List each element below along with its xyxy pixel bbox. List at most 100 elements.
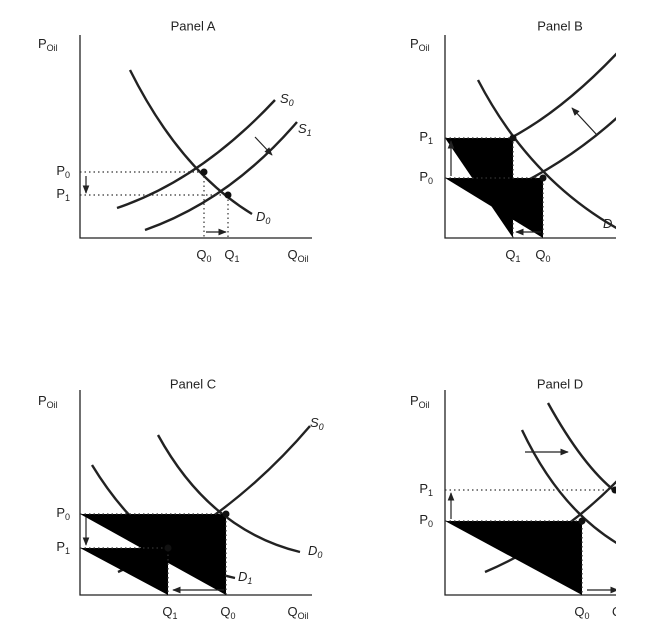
axis-label: Q0 (196, 247, 211, 264)
label-main: S (280, 91, 289, 106)
label-sub: 0 (265, 216, 270, 226)
label-main: P (419, 512, 428, 527)
axis-label: POil (38, 36, 58, 53)
label-sub: 1 (307, 128, 312, 138)
axis-label: Q (612, 604, 622, 619)
label-sub: 0 (317, 550, 322, 560)
label-sub: 1 (516, 254, 521, 264)
label-sub: 1 (173, 611, 178, 621)
axis-label: D0 (308, 543, 322, 560)
label-main: Q (505, 247, 515, 262)
guide-line (445, 177, 544, 238)
axis-label: QOil (287, 247, 308, 264)
axis-label: P1 (56, 186, 70, 203)
demand-curve (128, 69, 253, 216)
label-main: D (238, 569, 247, 584)
axis-label: Q1 (505, 247, 520, 264)
axis-label: POil (38, 393, 58, 410)
label-main: Q (287, 247, 297, 262)
label-sub: 1 (65, 193, 70, 203)
label-sub: Oil (298, 611, 309, 621)
axis-label: Q1 (224, 247, 239, 264)
label-sub: 0 (428, 176, 433, 186)
label-main: P (38, 36, 47, 51)
equilibrium-point (611, 486, 616, 494)
label-sub: 0 (585, 611, 590, 621)
axis-label: QOil (287, 604, 308, 621)
axis-label: P0 (56, 163, 70, 180)
axis-label: P0 (56, 505, 70, 522)
guide-line (445, 520, 583, 595)
label-sub: Oil (47, 43, 58, 53)
label-main: D (256, 209, 265, 224)
label-main: P (56, 163, 65, 178)
panel-title: Panel A (171, 18, 216, 33)
label-main: D (603, 216, 612, 231)
axis-label: D (603, 216, 612, 231)
equilibrium-point (224, 191, 232, 199)
shift-arrow (254, 136, 273, 156)
label-main: Q (196, 247, 206, 262)
guide-line (80, 171, 205, 238)
axis-label: Q0 (574, 604, 589, 621)
label-sub: 0 (289, 98, 294, 108)
label-main: Q (162, 604, 172, 619)
label-sub: 1 (65, 546, 70, 556)
equilibrium-point (578, 517, 586, 525)
equilibrium-point (539, 174, 547, 182)
axes (79, 390, 312, 596)
demand-curve (546, 402, 616, 494)
axis-label: P1 (56, 539, 70, 556)
label-sub: Oil (419, 43, 430, 53)
label-main: Q (535, 247, 545, 262)
label-main: P (38, 393, 47, 408)
label-main: D (308, 543, 317, 558)
label-sub: Oil (298, 254, 309, 264)
supply-curve (144, 121, 298, 232)
label-sub: 0 (207, 254, 212, 264)
axis-label: P1 (419, 129, 433, 146)
label-sub: 1 (235, 254, 240, 264)
label-sub: 0 (231, 611, 236, 621)
label-sub: 1 (247, 576, 252, 586)
axis-label: D1 (238, 569, 252, 586)
label-main: P (419, 129, 428, 144)
axes (444, 35, 616, 239)
label-sub: 0 (428, 519, 433, 529)
panel-title: Panel C (170, 376, 216, 391)
label-main: Q (612, 604, 622, 619)
axes (444, 390, 616, 596)
equilibrium-point (509, 134, 517, 142)
label-sub: 0 (65, 170, 70, 180)
guide-line (80, 547, 169, 595)
axis-label: Q1 (162, 604, 177, 621)
axis-label: P0 (419, 169, 433, 186)
demand-curve (476, 79, 616, 230)
label-sub: Oil (47, 400, 58, 410)
equilibrium-point (164, 544, 172, 552)
axis-label: S1 (298, 121, 312, 138)
axis-label: S0 (280, 91, 294, 108)
supply-curve (116, 99, 276, 210)
label-main: P (56, 505, 65, 520)
axis-label: Q0 (220, 604, 235, 621)
axis-label: D0 (256, 209, 270, 226)
label-main: S (310, 415, 319, 430)
equilibrium-point (222, 510, 230, 518)
label-main: P (56, 539, 65, 554)
label-main: P (410, 36, 419, 51)
axis-label: POil (410, 36, 430, 53)
axis-label: S0 (310, 415, 324, 432)
axis-label: Q0 (535, 247, 550, 264)
label-main: Q (574, 604, 584, 619)
axes (79, 35, 312, 239)
label-main: Q (287, 604, 297, 619)
panel-title: Panel D (537, 376, 583, 391)
demand-curve (156, 434, 301, 554)
label-main: P (419, 481, 428, 496)
shift-arrow (571, 107, 598, 136)
label-main: Q (224, 247, 234, 262)
label-sub: 0 (546, 254, 551, 264)
